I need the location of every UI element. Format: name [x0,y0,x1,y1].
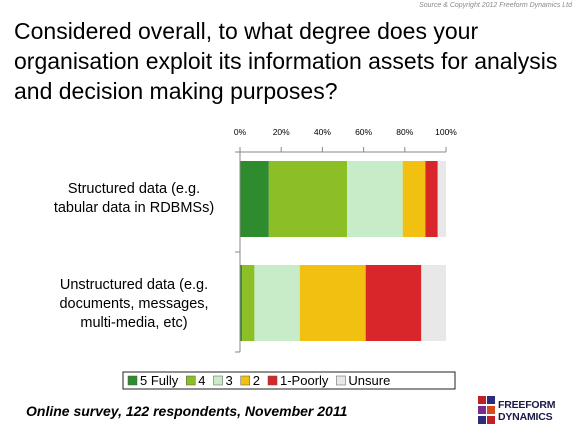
category-label-line: Unstructured data (e.g. [59,277,209,293]
bar-segment [299,265,366,341]
bar-segment [240,265,243,341]
legend-swatch [213,375,223,386]
category-label-line: Structured data (e.g. [67,181,201,197]
bar-segment [268,161,348,237]
bar-segment [437,161,446,237]
bar-segment [402,161,426,237]
legend-swatch [267,375,278,386]
x-tick-label: 100% [435,127,457,137]
bar-segment [425,161,438,237]
bar-segment [421,265,446,341]
bar-segment [254,265,300,341]
x-tick-label: 40% [314,127,331,137]
freeform-dynamics-logo: FREEFORM DYNAMICS [478,393,574,429]
legend-label: 4 [198,373,205,388]
legend-swatch [186,375,196,386]
legend-label: Unsure [348,373,390,388]
category-label-line: documents, messages, [59,296,209,312]
legend-box [122,371,456,390]
category-label-unstructured: Unstructured data (e.g. documents, messag… [34,276,234,333]
legend-label: 3 [226,373,233,388]
legend-swatch [336,375,346,386]
x-tick-label: 80% [396,127,413,137]
logo-mark-icon [478,396,495,424]
legend-label: 5 Fully [140,373,179,388]
logo-text-line1: FREEFORM [498,399,556,411]
survey-footnote: Online survey, 122 respondents, November… [26,403,348,419]
legend-swatch [127,375,138,386]
category-label-line: tabular data in RDBMSs) [53,200,215,216]
legend-swatch [240,375,251,386]
legend-label: 2 [253,373,260,388]
category-label-line: multi-media, etc) [80,315,188,331]
page-title: Considered overall, to what degree does … [14,18,558,104]
logo-text-line2: DYNAMICS [498,411,553,423]
x-tick-label: 20% [273,127,290,137]
bar-segment [365,265,422,341]
x-tick-label: 0% [234,127,247,137]
legend-label: 1-Poorly [280,373,329,388]
category-label-structured: Structured data (e.g. tabular data in RDB… [34,180,234,218]
bar-segment [240,161,269,237]
bar-segment [347,161,403,237]
x-tick-label: 60% [355,127,372,137]
bar-segment [242,265,255,341]
source-note: Source & Copyright 2012 Freeform Dynamic… [419,2,572,9]
